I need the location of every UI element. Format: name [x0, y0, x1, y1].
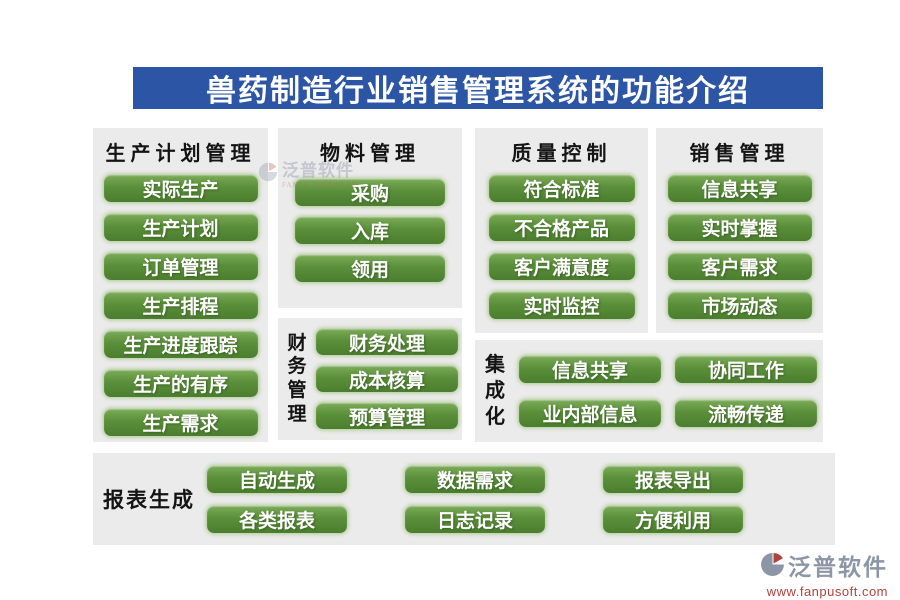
- panel-header-quality: 质量控制: [511, 143, 612, 165]
- brand-footer: 泛普软件 www.fanpusoft.com: [760, 552, 888, 599]
- feature-button[interactable]: 实际生产: [103, 175, 258, 202]
- feature-button[interactable]: 生产进度跟踪: [103, 331, 258, 358]
- feature-button[interactable]: 入库: [295, 217, 445, 244]
- feature-button[interactable]: 符合标准: [488, 175, 635, 202]
- feature-button[interactable]: 生产的有序: [103, 370, 258, 397]
- feature-button-list: 信息共享 协同工作 业内部信息 流畅传递: [519, 355, 817, 427]
- feature-button[interactable]: 协同工作: [675, 355, 817, 383]
- feature-button[interactable]: 数据需求: [405, 465, 545, 493]
- feature-button[interactable]: 信息共享: [667, 175, 812, 202]
- fanpu-logo-icon: [760, 552, 785, 582]
- feature-button-list: 采购 入库 领用: [295, 179, 445, 282]
- feature-button[interactable]: 流畅传递: [675, 399, 817, 427]
- feature-button[interactable]: 方便利用: [603, 505, 743, 533]
- panel-header-material: 物料管理: [320, 143, 420, 165]
- feature-button[interactable]: 不合格产品: [488, 214, 635, 241]
- panel-sales-management: 销售管理 信息共享实时掌握客户需求市场动态: [656, 128, 823, 333]
- panel-report-generation: 报表生成 自动生成 数据需求 报表导出各类报表 日志记录 方便利用: [93, 453, 835, 545]
- panel-quality-control: 质量控制 符合标准不合格产品客户满意度实时监控: [475, 128, 648, 333]
- feature-button-list: 自动生成 数据需求 报表导出各类报表 日志记录 方便利用: [207, 465, 743, 533]
- feature-button-list: 信息共享实时掌握客户需求市场动态: [667, 175, 812, 319]
- panel-header-report: 报表生成: [103, 488, 195, 512]
- feature-button[interactable]: 日志记录: [405, 505, 545, 533]
- feature-button[interactable]: 实时掌握: [667, 214, 812, 241]
- page-title: 兽药制造行业销售管理系统的功能介绍: [133, 67, 823, 109]
- feature-button[interactable]: 业内部信息: [519, 399, 661, 427]
- panel-header-sales: 销售管理: [689, 143, 790, 165]
- feature-button-list: 财务处理成本核算预算管理: [316, 329, 458, 429]
- panel-header-production-plan: 生产计划管理: [105, 143, 256, 165]
- panel-material-management: 物料管理 采购入库领用: [278, 128, 462, 308]
- feature-button-list: 符合标准不合格产品客户满意度实时监控: [488, 175, 635, 319]
- feature-button[interactable]: 信息共享: [519, 355, 661, 383]
- feature-button[interactable]: 成本核算: [316, 366, 458, 392]
- feature-button[interactable]: 预算管理: [316, 403, 458, 429]
- panel-finance-management: 财务管理 财务处理成本核算预算管理: [278, 318, 462, 440]
- feature-button-list: 实际生产生产计划订单管理生产排程生产进度跟踪 生产的有序生产需求: [103, 175, 258, 436]
- feature-button[interactable]: 各类报表: [207, 505, 347, 533]
- feature-button[interactable]: 采购: [295, 179, 445, 206]
- feature-button[interactable]: 生产计划: [103, 214, 258, 241]
- feature-button[interactable]: 客户满意度: [488, 253, 635, 280]
- panel-production-plan: 生产计划管理 实际生产生产计划订单管理生产排程生产进度跟踪 生产的有序生产需求: [93, 128, 268, 442]
- feature-button[interactable]: 生产需求: [103, 409, 258, 436]
- feature-button[interactable]: 市场动态: [667, 292, 812, 319]
- panel-integration: 集成化 信息共享 协同工作 业内部信息 流畅传递: [475, 340, 823, 442]
- feature-button[interactable]: 自动生成: [207, 465, 347, 493]
- feature-button[interactable]: 订单管理: [103, 253, 258, 280]
- feature-button[interactable]: 客户需求: [667, 253, 812, 280]
- feature-button[interactable]: 财务处理: [316, 329, 458, 355]
- feature-button[interactable]: 实时监控: [488, 292, 635, 319]
- brand-name: 泛普软件: [788, 554, 888, 580]
- panel-header-integration: 集成化: [485, 354, 505, 428]
- brand-website: www.fanpusoft.com: [766, 584, 888, 599]
- feature-button[interactable]: 报表导出: [603, 465, 743, 493]
- feature-button[interactable]: 生产排程: [103, 292, 258, 319]
- feature-button[interactable]: 领用: [295, 255, 445, 282]
- panel-header-finance: 财务管理: [287, 332, 307, 425]
